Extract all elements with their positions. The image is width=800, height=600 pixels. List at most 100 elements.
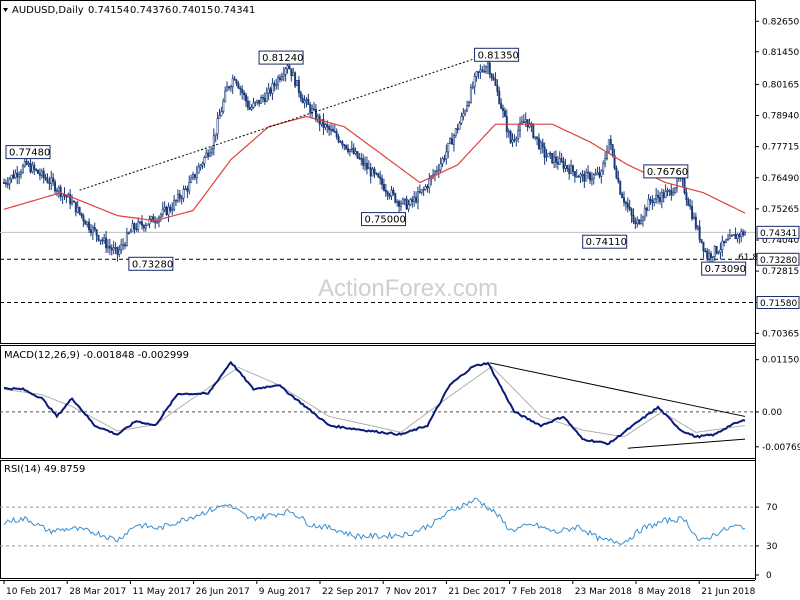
candle <box>371 167 374 177</box>
candle <box>203 155 206 168</box>
candle-body <box>169 206 172 211</box>
candle-body <box>110 247 113 251</box>
candle <box>621 191 624 199</box>
candle-body <box>549 152 552 155</box>
candle-body <box>69 194 72 205</box>
candle <box>452 133 455 152</box>
candle-body <box>256 99 259 103</box>
candle-body <box>320 119 323 125</box>
price-label-text: 0.77480 <box>9 148 50 159</box>
price-badge-box <box>756 295 800 309</box>
candle <box>713 245 716 262</box>
candle <box>199 163 202 171</box>
candle <box>373 166 376 179</box>
price-label-text: 0.75000 <box>365 215 406 226</box>
candle <box>668 188 671 196</box>
candle <box>29 156 32 174</box>
candle-body <box>195 172 198 178</box>
candle-body <box>407 204 410 210</box>
candle <box>16 165 19 185</box>
candle <box>244 92 247 107</box>
candle-body <box>520 121 523 124</box>
candle-body <box>422 189 425 191</box>
candle <box>415 191 418 205</box>
candle-body <box>483 70 486 73</box>
candle <box>511 133 514 147</box>
price-label-text: 0.74110 <box>586 237 627 248</box>
candle <box>171 202 174 215</box>
candle-body <box>156 221 159 223</box>
candle-body <box>335 131 338 137</box>
price-badge-text: 0.73280 <box>760 256 797 266</box>
candle <box>494 72 497 87</box>
candle <box>638 219 641 226</box>
candle <box>18 171 21 185</box>
candle <box>464 109 467 117</box>
candle-body <box>226 86 229 92</box>
candle <box>560 152 563 163</box>
candle-body <box>326 124 329 127</box>
candle <box>666 187 669 197</box>
candle <box>657 189 660 204</box>
candle-body <box>651 200 654 204</box>
candle <box>551 152 554 165</box>
candle-body <box>386 191 389 196</box>
candle <box>564 158 567 172</box>
candle-body <box>322 119 325 128</box>
candle <box>424 184 427 191</box>
candle-body <box>209 152 212 157</box>
candle <box>48 176 51 191</box>
candle <box>530 121 533 132</box>
candle-body <box>660 192 663 202</box>
candle <box>239 85 242 96</box>
candle <box>672 187 675 196</box>
x-axis-tick-label: 21 Dec 2017 <box>448 587 506 597</box>
candle <box>243 90 246 101</box>
candle <box>367 160 370 170</box>
candle-body <box>426 186 429 189</box>
candle <box>537 133 540 151</box>
candle <box>539 139 542 155</box>
candle <box>275 78 278 90</box>
candle-body <box>649 198 652 201</box>
candle-body <box>86 221 89 225</box>
candle-body <box>405 198 408 210</box>
candle <box>441 156 444 168</box>
candle-body <box>48 182 51 184</box>
candle-body <box>199 164 202 168</box>
candle <box>8 176 11 190</box>
candle-body <box>343 144 346 147</box>
candle-body <box>443 158 446 160</box>
candle <box>554 150 557 168</box>
candle <box>72 199 75 203</box>
candle-body <box>401 198 404 204</box>
candle-body <box>617 177 620 182</box>
candle-body <box>288 65 291 69</box>
candle <box>201 161 204 170</box>
candle <box>613 148 616 171</box>
candle-body <box>229 86 232 89</box>
candle-body <box>473 76 476 88</box>
candle <box>127 231 130 235</box>
candle <box>592 172 595 185</box>
ohlc-low: 0.74015 <box>172 5 213 16</box>
candle <box>278 74 281 83</box>
x-axis-tick-label: 21 Jun 2018 <box>701 587 755 597</box>
candle <box>624 200 627 211</box>
candle <box>93 222 96 232</box>
candle-body <box>290 68 293 77</box>
x-axis-tick-label: 22 Sep 2017 <box>322 587 379 597</box>
candle <box>114 242 117 255</box>
candle-body <box>594 173 597 176</box>
price-axis-tick-label: 0.82650 <box>762 17 799 27</box>
candle-body <box>449 138 452 144</box>
candle-body <box>598 172 601 177</box>
candle <box>602 160 605 175</box>
candle-body <box>362 158 365 166</box>
price-axis-tick-label: 0.74040 <box>762 236 799 246</box>
candle <box>21 163 24 174</box>
price-badge-0: 0.74341 <box>756 225 800 239</box>
candle-body <box>674 187 677 193</box>
candle <box>534 136 537 141</box>
candle <box>449 137 452 145</box>
